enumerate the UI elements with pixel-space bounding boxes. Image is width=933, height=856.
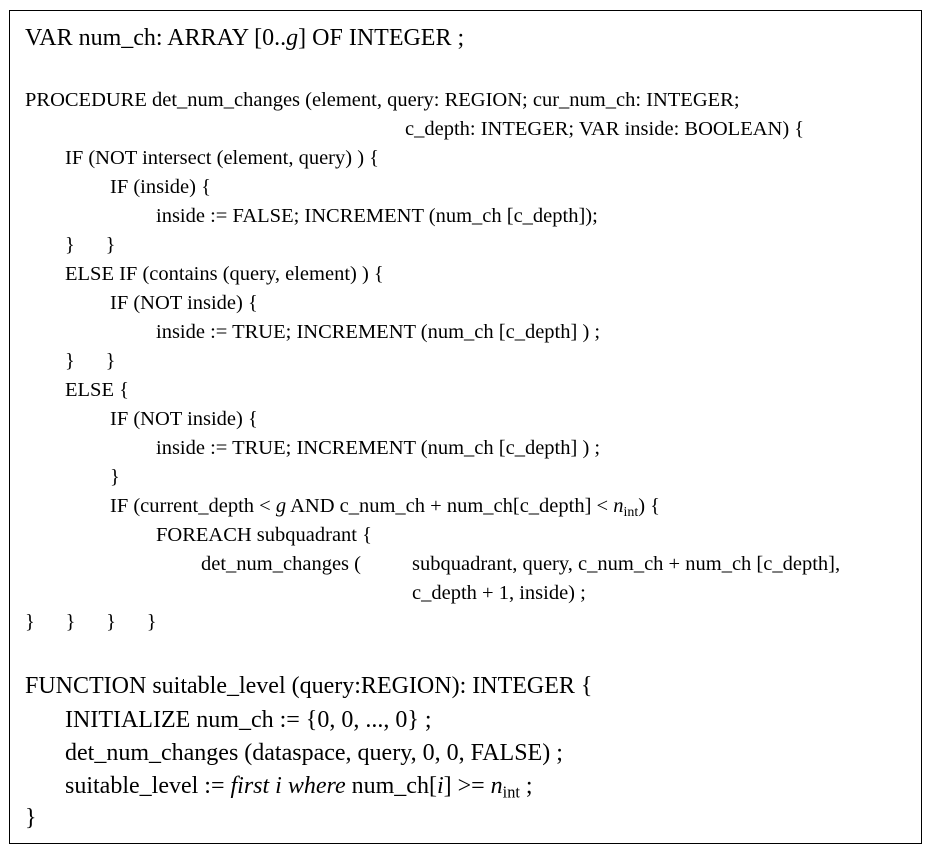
set-inside-true-line-2: inside := TRUE; INCREMENT (num_ch [c_dep… <box>156 437 601 459</box>
assign-i: i <box>436 773 444 799</box>
if-inside-line: IF (inside) { <box>110 176 211 198</box>
assign-a: suitable_level := <box>65 773 231 799</box>
if-depth-n: n <box>613 495 624 517</box>
procedure-header-line-2: c_depth: INTEGER; VAR inside: BOOLEAN) { <box>405 118 805 140</box>
closing-brace-3: } <box>110 466 120 488</box>
assign-c: ] >= <box>443 773 491 799</box>
else-line: ELSE { <box>65 379 129 401</box>
set-inside-false-line: inside := FALSE; INCREMENT (num_ch [c_de… <box>156 205 598 227</box>
function-close-brace: } <box>25 805 37 831</box>
set-inside-true-line-1: inside := TRUE; INCREMENT (num_ch [c_dep… <box>156 321 601 343</box>
var-decl-suffix: ] OF INTEGER ; <box>298 25 465 51</box>
else-if-contains-line: ELSE IF (contains (query, element) ) { <box>65 263 384 285</box>
if-not-inside-line-1: IF (NOT inside) { <box>110 292 258 314</box>
function-header-line: FUNCTION suitable_level (query:REGION): … <box>25 673 593 699</box>
code-listing-frame <box>9 10 922 844</box>
assign-d: ; <box>519 773 533 799</box>
var-decl-prefix: VAR num_ch: ARRAY [0.. <box>25 25 287 51</box>
closing-braces-1: } } <box>65 234 116 256</box>
var-declaration: VAR num_ch: ARRAY [0..g] OF INTEGER ; <box>25 26 464 50</box>
if-depth-g: g <box>275 495 287 517</box>
if-depth-subscript: int <box>623 504 639 520</box>
if-depth-b: AND c_num_ch + num_ch[c_depth] < <box>286 495 614 517</box>
recursive-args-line-1: subquadrant, query, c_num_ch + num_ch [c… <box>412 553 841 575</box>
assign-n: n <box>490 773 503 799</box>
closing-braces-2: } } <box>65 350 116 372</box>
det-num-changes-call-line: det_num_changes (dataspace, query, 0, 0,… <box>65 740 563 766</box>
if-not-inside-line-2: IF (NOT inside) { <box>110 408 258 430</box>
closing-braces-final: } } } } <box>25 611 157 633</box>
assign-first-i-where: first i where <box>230 773 346 799</box>
if-depth-condition-line: IF (current_depth < g AND c_num_ch + num… <box>110 495 660 520</box>
assign-b: num_ch[ <box>345 773 437 799</box>
foreach-line: FOREACH subquadrant { <box>156 524 372 546</box>
if-depth-c: ) { <box>638 495 660 517</box>
suitable-level-assign-line: suitable_level := first i where num_ch[i… <box>65 773 533 800</box>
if-not-intersect-line: IF (NOT intersect (element, query) ) { <box>65 147 380 169</box>
recursive-call-line: det_num_changes ( <box>201 553 361 575</box>
procedure-header-line-1: PROCEDURE det_num_changes (element, quer… <box>25 89 740 111</box>
recursive-args-line-2: c_depth + 1, inside) ; <box>412 582 586 604</box>
assign-subscript: int <box>502 782 520 802</box>
initialize-line: INITIALIZE num_ch := {0, 0, ..., 0} ; <box>65 707 432 733</box>
if-depth-a: IF (current_depth < <box>110 495 276 517</box>
var-decl-g: g <box>286 25 299 51</box>
